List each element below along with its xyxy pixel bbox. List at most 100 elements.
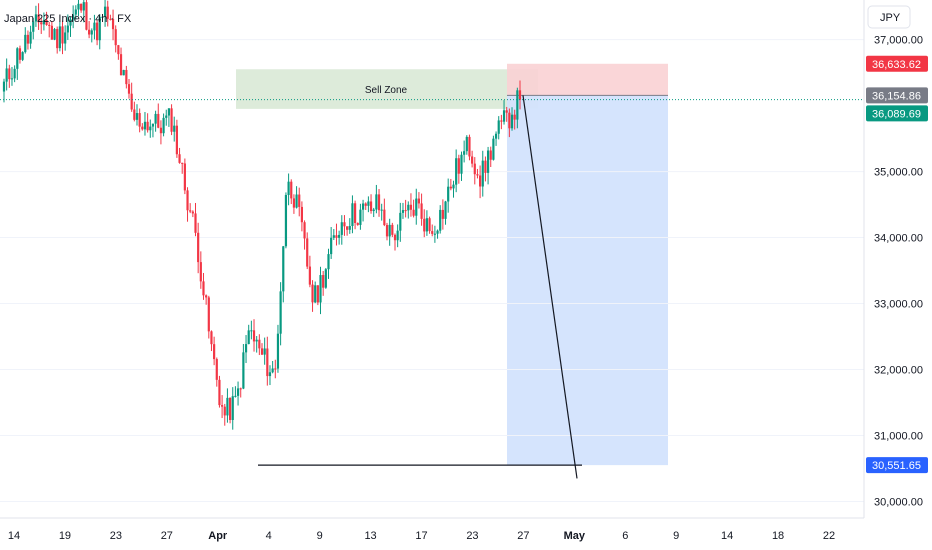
candle-body [191,211,194,214]
price-axis-label: 34,000.00 [874,233,923,245]
candle-body [439,209,442,231]
candle-body [303,222,306,239]
candle-body [10,78,14,80]
candle-body [141,126,144,130]
currency-button-frame [867,5,911,29]
candle-body [143,121,147,130]
candle-body [119,54,123,76]
candle-body [165,115,168,118]
candle-body [29,31,32,44]
candle-body [260,348,264,355]
currency-label: JPY [880,12,901,24]
candle-body [494,133,498,139]
candle-body [471,156,474,164]
candle-body [18,48,22,60]
candle-body [77,3,80,10]
candle-body [340,222,343,235]
candle-body [407,204,410,211]
candle-body [266,348,269,377]
candle-body [473,163,476,175]
candle-body [162,117,165,134]
candle-body [502,110,506,122]
candle-body [367,201,370,206]
candle-body [314,285,317,303]
candle-body [239,388,242,390]
candle-body [178,154,181,163]
candle-body [364,203,367,206]
candle-body [322,275,325,288]
candle-body [48,24,51,26]
time-axis-label: 19 [59,530,71,542]
candle-body [425,218,429,232]
candle-body [460,154,463,174]
candle-body [151,123,155,127]
candle-body [492,138,495,160]
candle-body [133,109,136,120]
candle-body [343,222,346,227]
price-axis-label: 33,000.00 [874,299,923,311]
candle-body [218,379,221,406]
candle-body [377,194,381,211]
candle-body [433,233,436,235]
candle-body [24,34,27,53]
stop-loss-zone[interactable] [507,63,668,96]
time-axis[interactable]: 14 19 23 27 Apr 4 9 13 17 23 27 May 6 9 14 18 22 [8,530,835,542]
candle-body [455,158,458,185]
time-axis-label: 27 [161,530,173,542]
candle-body [13,68,16,79]
candle-body [263,348,266,355]
drawings-layer [0,95,864,479]
candle-body [56,29,59,49]
candle-body [287,181,290,195]
candle-body [247,330,250,345]
time-axis-label: 22 [823,530,835,542]
candle-body [189,210,192,212]
currency-button[interactable]: JPY [867,5,911,29]
candle-body [388,224,391,237]
candle-body [170,108,173,132]
candle-body [274,368,277,370]
time-axis-label: 6 [622,530,628,542]
candle-body [295,194,298,208]
candle-body [335,235,338,238]
time-axis-label: 23 [110,530,122,542]
candle-body [135,113,139,120]
candle-body [157,113,160,128]
candle-body [61,26,64,44]
candle-body [93,22,96,31]
candle-body [457,158,460,174]
candle-body [103,6,107,17]
candle-body [348,226,351,230]
candle-body [369,201,373,212]
candle-body [431,231,434,234]
time-axis-label: 18 [772,530,784,542]
candle-body [452,184,455,189]
candle-body [40,22,43,25]
candle-body [292,198,296,208]
candle-body [346,226,349,230]
candle-body [231,396,234,420]
candle-body [306,238,309,267]
candle-body [417,198,421,204]
candle-body [32,21,35,32]
candle-body [159,127,163,134]
candle-body [489,150,492,160]
candle-body [282,246,285,292]
candle-body [380,209,383,211]
price-axis[interactable]: 30,000.00 31,000.00 32,000.00 33,000.00 34,0… [874,35,923,509]
candle-body [95,22,99,41]
candle-body [516,90,519,120]
price-tag-label: 36,154.86 [872,90,921,102]
price-tag [866,87,928,104]
candle-body [45,19,48,25]
take-profit-zone[interactable] [507,95,668,466]
candle-body [125,69,128,85]
candle-body [298,194,301,207]
candle-body [308,266,311,285]
projection-line[interactable] [522,95,578,479]
price-tag [866,105,928,122]
sell-zone-box[interactable] [236,69,538,109]
time-axis-label: 9 [317,530,323,542]
candle-body [518,90,522,100]
